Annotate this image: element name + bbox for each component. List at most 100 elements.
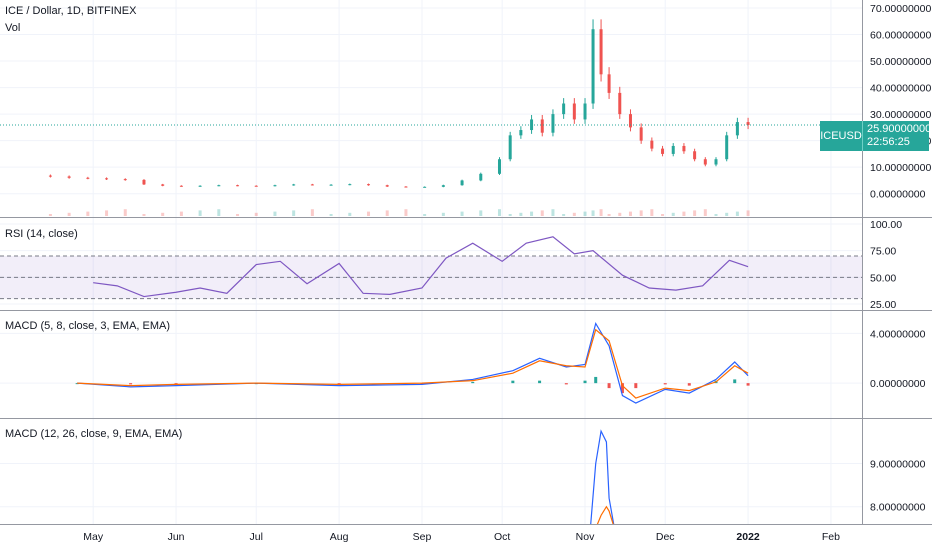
- macd-histogram-bar: [174, 383, 178, 385]
- candle-body: [639, 127, 643, 141]
- candle-body: [404, 186, 408, 188]
- candle-body: [479, 173, 483, 181]
- macd-slow-title: MACD (12, 26, close, 9, EMA, EMA): [5, 428, 183, 440]
- y-tick-label: 70.00000000: [870, 3, 931, 15]
- macd-histogram-bar: [129, 383, 133, 385]
- volume-bar: [236, 214, 240, 216]
- volume-bar: [329, 214, 333, 216]
- candle-body: [367, 184, 371, 186]
- volume-bar: [562, 214, 566, 216]
- volume-bar: [367, 211, 371, 216]
- macd-histogram-bar: [564, 383, 568, 385]
- volume-bar: [310, 209, 314, 216]
- y-tick-label: 10.00000000: [870, 162, 931, 174]
- volume-bar: [423, 214, 427, 216]
- x-tick-label: Jun: [168, 531, 185, 543]
- candle-body: [423, 186, 427, 188]
- volume-bar: [254, 212, 258, 216]
- candle-body: [460, 180, 464, 186]
- volume-bar: [583, 211, 587, 216]
- volume-bar: [179, 211, 183, 216]
- price-tag-symbol: ICEUSD: [820, 121, 863, 151]
- y-tick-label: 8.00000000: [870, 502, 926, 514]
- x-tick-label: Nov: [576, 531, 595, 543]
- volume-bar: [551, 209, 555, 216]
- volume-bar: [385, 210, 389, 216]
- volume-bar: [530, 211, 534, 216]
- candle-body: [441, 185, 445, 187]
- candle-body: [591, 29, 595, 104]
- y-tick-label: 40.00000000: [870, 83, 931, 95]
- macd-histogram-bar: [511, 380, 515, 384]
- candle-body: [725, 135, 729, 160]
- volume-bar: [650, 209, 654, 216]
- volume-bar: [618, 212, 622, 216]
- x-tick-label: Jul: [250, 531, 263, 543]
- volume-label: Vol: [5, 22, 21, 34]
- y-tick-label: 60.00000000: [870, 30, 931, 42]
- volume-bar: [292, 210, 296, 216]
- candle-body: [650, 140, 654, 149]
- candle-body: [292, 184, 296, 186]
- macd-line: [590, 429, 615, 524]
- candle-body: [714, 159, 718, 165]
- candle-body: [48, 175, 52, 177]
- candle-body: [497, 159, 501, 174]
- x-tick-label: Dec: [656, 531, 675, 543]
- candle-body: [599, 29, 603, 75]
- volume-bar: [703, 209, 707, 216]
- volume-bar: [198, 210, 202, 216]
- candle-body: [682, 145, 686, 152]
- candle-body: [254, 185, 258, 187]
- candle-body: [583, 103, 587, 120]
- x-tick-label: Feb: [822, 531, 840, 543]
- volume-bar: [607, 214, 611, 216]
- x-tick-label: Aug: [330, 531, 349, 543]
- macd-histogram-bar: [420, 383, 424, 385]
- candle-body: [348, 184, 352, 186]
- candle-body: [671, 145, 675, 154]
- volume-bar: [479, 210, 483, 216]
- candle-body: [273, 185, 277, 187]
- candle-body: [562, 103, 566, 115]
- macd-histogram-bar: [634, 383, 638, 389]
- candle-body: [86, 177, 90, 179]
- candle-body: [142, 179, 146, 185]
- volume-bar: [67, 212, 71, 216]
- candle-body: [67, 176, 71, 178]
- macd-histogram-bar: [746, 383, 750, 386]
- volume-bar: [519, 212, 523, 216]
- candle-body: [618, 92, 622, 115]
- volume-bar: [682, 211, 686, 216]
- volume-bar: [48, 214, 52, 216]
- candle-body: [123, 179, 127, 181]
- y-tick-label: 25.00: [870, 299, 896, 311]
- macd-histogram-bar: [471, 381, 475, 384]
- x-tick-label: 2022: [736, 531, 760, 543]
- y-tick-label: 50.00: [870, 272, 896, 284]
- y-tick-label: 9.00000000: [870, 459, 926, 471]
- macd-histogram-bar: [620, 383, 624, 394]
- signal-line: [77, 328, 749, 399]
- volume-bar: [105, 210, 109, 216]
- price-tag-price: 25.90000000: [867, 123, 932, 135]
- volume-bar: [735, 211, 739, 216]
- candle-body: [735, 122, 739, 136]
- x-tick-label: Sep: [413, 531, 432, 543]
- y-tick-label: 30.00000000: [870, 109, 931, 121]
- candle-body: [703, 159, 707, 165]
- macd-fast-title: MACD (5, 8, close, 3, EMA, EMA): [5, 320, 171, 332]
- rsi-line: [93, 236, 749, 298]
- price-tag-countdown: 22:56:25: [867, 136, 910, 148]
- volume-bar: [628, 211, 632, 216]
- macd-histogram-bar: [663, 383, 667, 385]
- volume-bar: [161, 212, 165, 216]
- x-tick-label: May: [83, 531, 104, 543]
- candle-body: [236, 185, 240, 187]
- y-tick-label: 100.00: [870, 219, 902, 231]
- chart-title: ICE / Dollar, 1D, BITFINEX: [5, 5, 137, 17]
- macd-histogram-bar: [583, 380, 587, 384]
- candle-body: [661, 148, 665, 154]
- volume-bar: [217, 209, 221, 216]
